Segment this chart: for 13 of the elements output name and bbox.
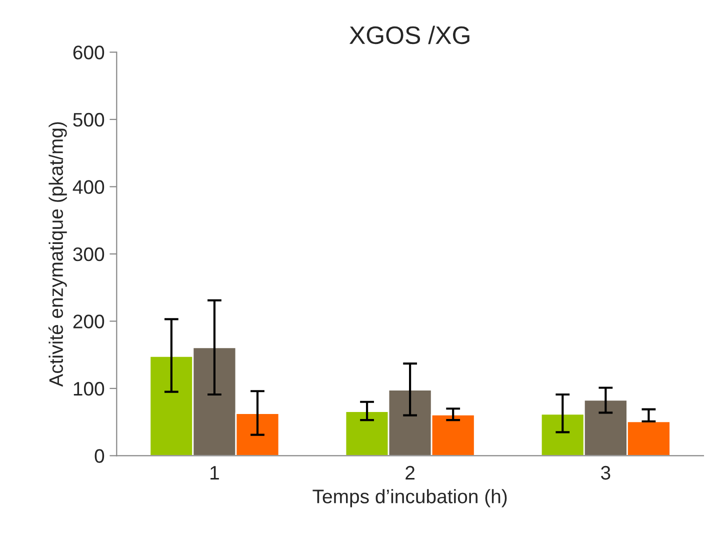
x-axis-title: Temps d’incubation (h) bbox=[312, 489, 507, 508]
x-tick-label: 3 bbox=[601, 466, 610, 480]
y-tick-label: 100 bbox=[74, 382, 104, 396]
y-tick-label: 200 bbox=[73, 314, 104, 328]
x-tick-label: 2 bbox=[406, 466, 414, 480]
y-tick-label: 600 bbox=[73, 46, 104, 60]
y-tick-label: 400 bbox=[72, 180, 104, 194]
y-tick-label: 300 bbox=[73, 247, 104, 262]
x-tick-label: 1 bbox=[210, 466, 219, 480]
y-axis-title: Activité enzymatique (pkat/mg) bbox=[48, 122, 67, 387]
y-tick-label: 500 bbox=[73, 112, 104, 127]
chart-title: XGOS /XG bbox=[349, 26, 470, 44]
y-tick-label: 0 bbox=[94, 449, 104, 463]
